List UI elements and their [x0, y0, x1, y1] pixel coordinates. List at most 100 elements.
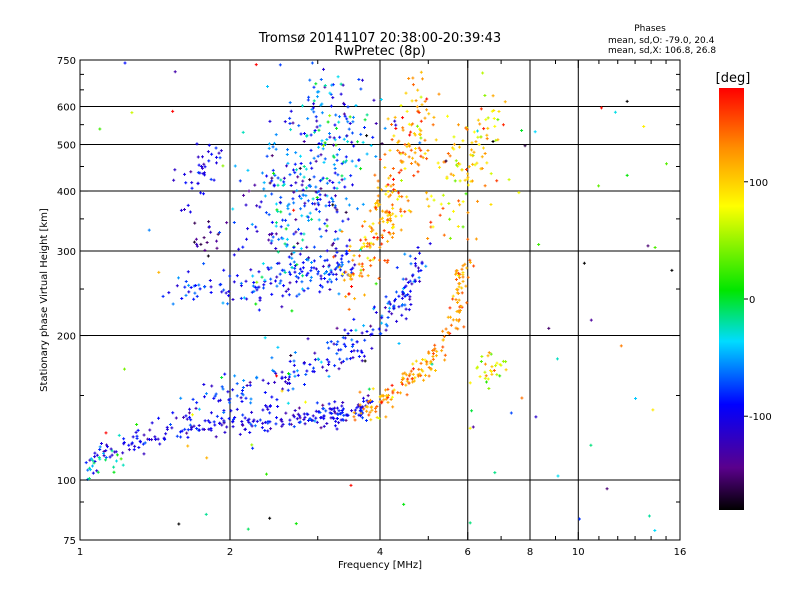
data-point [491, 94, 495, 98]
data-point [431, 123, 435, 127]
data-point [260, 171, 264, 175]
data-point [476, 118, 480, 122]
data-point [480, 155, 484, 159]
data-point [189, 418, 193, 422]
data-point [355, 207, 359, 211]
data-point [328, 91, 332, 95]
data-point [309, 279, 313, 283]
data-point [292, 359, 296, 363]
data-point [384, 192, 388, 196]
data-point [188, 407, 192, 411]
data-point [439, 202, 443, 206]
data-point [465, 128, 469, 132]
data-point [394, 123, 398, 127]
data-point [307, 256, 311, 260]
data-point [341, 359, 345, 363]
data-point [354, 103, 358, 107]
data-point [490, 372, 494, 376]
data-point [249, 422, 253, 426]
data-point [214, 146, 218, 150]
data-point [339, 361, 343, 365]
data-point [324, 409, 328, 413]
data-point [292, 245, 296, 249]
data-point [87, 477, 91, 481]
data-point [200, 166, 204, 170]
data-point [240, 388, 244, 392]
data-point [335, 326, 339, 330]
data-point [308, 183, 312, 187]
data-point [399, 391, 403, 395]
data-point [221, 387, 225, 391]
data-point [371, 242, 375, 246]
data-point [233, 164, 237, 168]
data-point [170, 426, 174, 430]
data-point [320, 111, 324, 115]
data-point [180, 429, 184, 433]
data-point [262, 187, 266, 191]
data-point [289, 354, 293, 358]
data-point [366, 256, 370, 260]
data-point [384, 415, 388, 419]
data-point [276, 250, 280, 254]
data-point [457, 298, 461, 302]
data-point [312, 156, 316, 160]
data-point [352, 349, 356, 353]
data-point [154, 437, 158, 441]
data-point [331, 407, 335, 411]
data-point [330, 243, 334, 247]
data-point [286, 223, 290, 227]
data-point [239, 296, 243, 300]
data-point [304, 186, 308, 190]
data-point [168, 423, 172, 427]
data-point [423, 138, 427, 142]
data-point [384, 397, 388, 401]
data-point [311, 369, 315, 373]
data-point [284, 411, 288, 415]
data-point [401, 151, 405, 155]
data-point [359, 132, 363, 136]
data-point [383, 259, 387, 263]
data-point [190, 186, 194, 190]
data-point [195, 242, 199, 246]
data-point [355, 406, 359, 410]
data-point [242, 378, 246, 382]
data-point [249, 268, 253, 272]
data-point [470, 409, 474, 413]
data-point [346, 120, 350, 124]
y-tick-label: 500 [57, 141, 76, 152]
data-point [460, 286, 464, 290]
data-point [479, 167, 483, 171]
data-point [258, 296, 262, 300]
data-point [334, 247, 338, 251]
data-point [461, 275, 465, 279]
data-point [183, 172, 187, 176]
data-point [292, 425, 296, 429]
data-point [347, 248, 351, 252]
data-point [371, 387, 375, 391]
data-point [325, 224, 329, 228]
data-point [413, 257, 417, 261]
data-point [207, 143, 211, 147]
data-point [427, 350, 431, 354]
data-point [338, 228, 342, 232]
data-point [317, 218, 321, 222]
data-point [599, 106, 603, 110]
data-point [449, 323, 453, 327]
data-point [246, 418, 250, 422]
data-point [276, 405, 280, 409]
data-point [291, 197, 295, 201]
data-point [285, 244, 289, 248]
data-point [400, 161, 404, 165]
data-point [306, 199, 310, 203]
data-point [215, 239, 219, 243]
data-point [281, 294, 285, 298]
data-point [164, 432, 168, 436]
data-point [196, 155, 200, 159]
data-point [503, 100, 507, 104]
data-point [110, 449, 114, 453]
data-point [315, 125, 319, 129]
data-point [486, 354, 490, 358]
data-point [392, 304, 396, 308]
data-point [104, 431, 108, 435]
